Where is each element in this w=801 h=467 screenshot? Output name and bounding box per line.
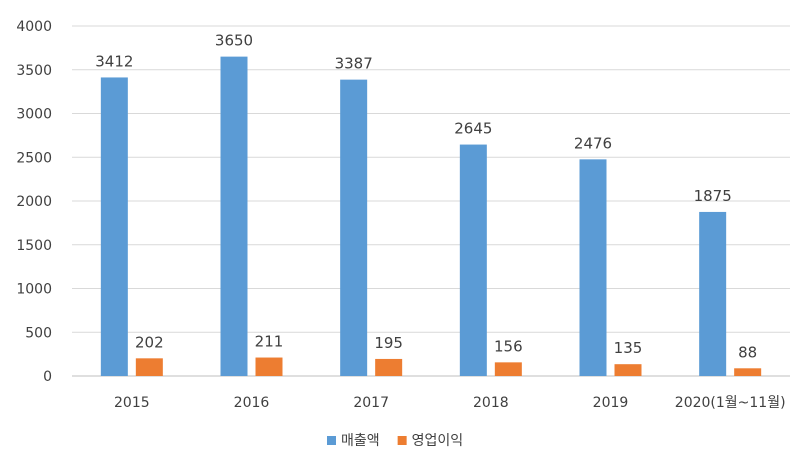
y-tick-label: 0 bbox=[43, 369, 52, 385]
data-labels: 3412 202 3650 211 3387 195 2645 156 2476 135 1875 8… bbox=[95, 32, 757, 362]
legend-label: 매출액 bbox=[341, 433, 380, 449]
data-label: 2645 bbox=[454, 120, 492, 138]
gridlines bbox=[72, 25, 790, 377]
y-tick-label: 3500 bbox=[16, 63, 52, 79]
y-tick-label: 3000 bbox=[16, 107, 52, 123]
data-label: 3387 bbox=[335, 55, 373, 73]
bar-revenue-4 bbox=[579, 159, 607, 376]
y-tick-label: 500 bbox=[25, 325, 52, 341]
x-tick-label: 2017 bbox=[353, 395, 389, 411]
y-tick-label: 2000 bbox=[16, 194, 52, 210]
x-axis: 2015 2016 2017 2018 2019 2020(1월~11월) bbox=[114, 395, 786, 411]
bar-revenue-5 bbox=[699, 211, 727, 376]
data-label: 156 bbox=[494, 337, 523, 355]
data-label: 135 bbox=[614, 339, 643, 357]
data-label: 3650 bbox=[215, 32, 253, 50]
y-tick-label: 2500 bbox=[16, 150, 52, 166]
legend: 매출액 영업이익 bbox=[327, 433, 463, 449]
legend-swatch bbox=[327, 436, 336, 445]
x-tick-label: 2018 bbox=[473, 395, 509, 411]
x-tick-label: 2016 bbox=[234, 395, 270, 411]
bar-revenue-0 bbox=[100, 77, 128, 376]
y-tick-label: 4000 bbox=[16, 19, 52, 35]
x-tick-label: 2019 bbox=[593, 395, 629, 411]
data-label: 202 bbox=[135, 333, 164, 351]
bars bbox=[100, 56, 762, 376]
x-tick-label: 2020(1월~11월) bbox=[675, 395, 786, 411]
data-label: 195 bbox=[374, 334, 403, 352]
bar-operating-profit-0 bbox=[135, 358, 163, 376]
bar-operating-profit-5 bbox=[734, 368, 762, 376]
bar-operating-profit-3 bbox=[494, 362, 522, 376]
data-label: 2476 bbox=[574, 134, 612, 152]
x-tick-label: 2015 bbox=[114, 395, 150, 411]
data-label: 3412 bbox=[95, 52, 133, 70]
bar-operating-profit-4 bbox=[614, 364, 642, 376]
data-label: 211 bbox=[255, 333, 284, 351]
bar-revenue-1 bbox=[220, 56, 248, 376]
bar-revenue-3 bbox=[459, 144, 487, 376]
bar-revenue-2 bbox=[340, 79, 368, 376]
legend-label: 영업이익 bbox=[412, 433, 464, 449]
data-label: 1875 bbox=[694, 187, 732, 205]
y-tick-label: 1000 bbox=[16, 282, 52, 298]
data-label: 88 bbox=[738, 343, 757, 361]
bar-operating-profit-1 bbox=[255, 357, 283, 376]
y-axis: 0 500 1000 1500 2000 2500 3000 3500 4000 bbox=[16, 19, 52, 385]
legend-swatch bbox=[397, 436, 407, 445]
y-tick-label: 1500 bbox=[16, 238, 52, 254]
bar-operating-profit-2 bbox=[375, 358, 403, 376]
